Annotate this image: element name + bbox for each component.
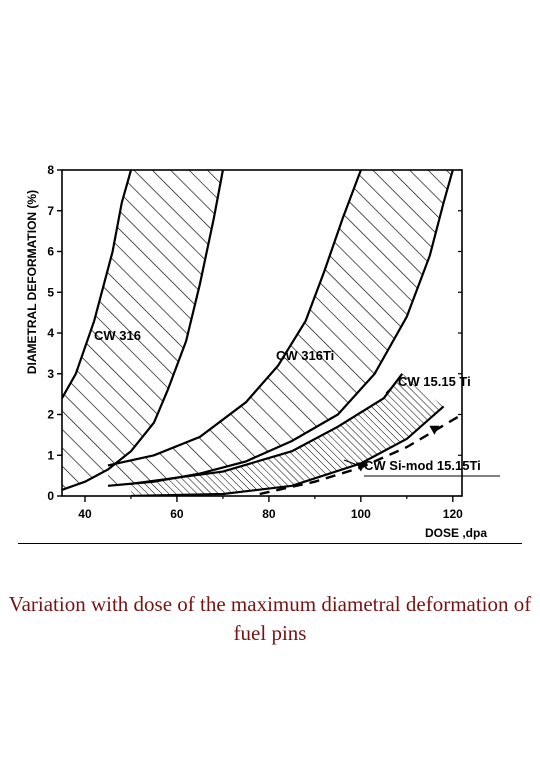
y-tick-label-1: 1 [47, 448, 54, 462]
band-upper-cw-316ti [107, 170, 362, 467]
x-tick-label-40: 40 [78, 507, 92, 521]
chart: 40 60 80 100 120 0 1 2 3 4 5 6 7 8 DIAMETRAL DEFORMAT… [25, 163, 500, 540]
band-upper-cw-316 [62, 170, 133, 399]
y-tick-label-0: 0 [47, 489, 54, 503]
series-label-cw-simod: CW Si-mod 15.15Ti [364, 458, 481, 473]
axes: 40 60 80 100 120 0 1 2 3 4 5 6 7 8 [47, 163, 500, 521]
band-lower-cw-316 [62, 170, 224, 491]
x-tick-label-120: 120 [443, 507, 463, 521]
band-cw-15-15-ti [131, 373, 444, 496]
y-tick-label-3: 3 [47, 367, 54, 381]
band-lower-cw-15-15-ti [130, 405, 445, 496]
y-tick-label-2: 2 [47, 408, 54, 422]
marker-cw-si-mod-15-15ti-1 [429, 425, 440, 435]
series-label-cw1515ti: CW 15.15 Ti [398, 374, 471, 389]
x-axis-title: DOSE ,dpa [425, 526, 487, 540]
leader-cw1515ti [385, 382, 397, 394]
y-tick-label-4: 4 [47, 326, 54, 340]
x-tick-label-60: 60 [170, 507, 184, 521]
y-axis-title: DIAMETRAL DEFORMATION (%) [25, 190, 39, 374]
y-tick-label-6: 6 [47, 245, 54, 259]
plot-area [62, 170, 462, 496]
x-tick-label-80: 80 [262, 507, 276, 521]
line-cw-si-mod-15-15ti [259, 413, 462, 496]
band-cw-316ti [108, 170, 453, 486]
band-cw-316 [62, 170, 223, 490]
series-label-cw316: CW 316 [94, 328, 141, 343]
divider [18, 543, 522, 544]
marker-cw-si-mod-15-15ti-0 [355, 462, 366, 472]
labels: DIAMETRAL DEFORMATION (%) DOSE ,dpa CW 3… [25, 190, 487, 540]
band-upper-cw-15-15-ti [130, 373, 404, 485]
y-tick-label-8: 8 [47, 163, 54, 177]
x-tick-label-100: 100 [351, 507, 371, 521]
figure-caption: Variation with dose of the maximum diame… [8, 592, 532, 645]
y-tick-label-5: 5 [47, 285, 54, 299]
leader-cw-simod [343, 459, 361, 467]
y-tick-label-7: 7 [47, 204, 54, 218]
series-label-cw316ti: CW 316Ti [276, 348, 334, 363]
series-group [62, 170, 462, 496]
